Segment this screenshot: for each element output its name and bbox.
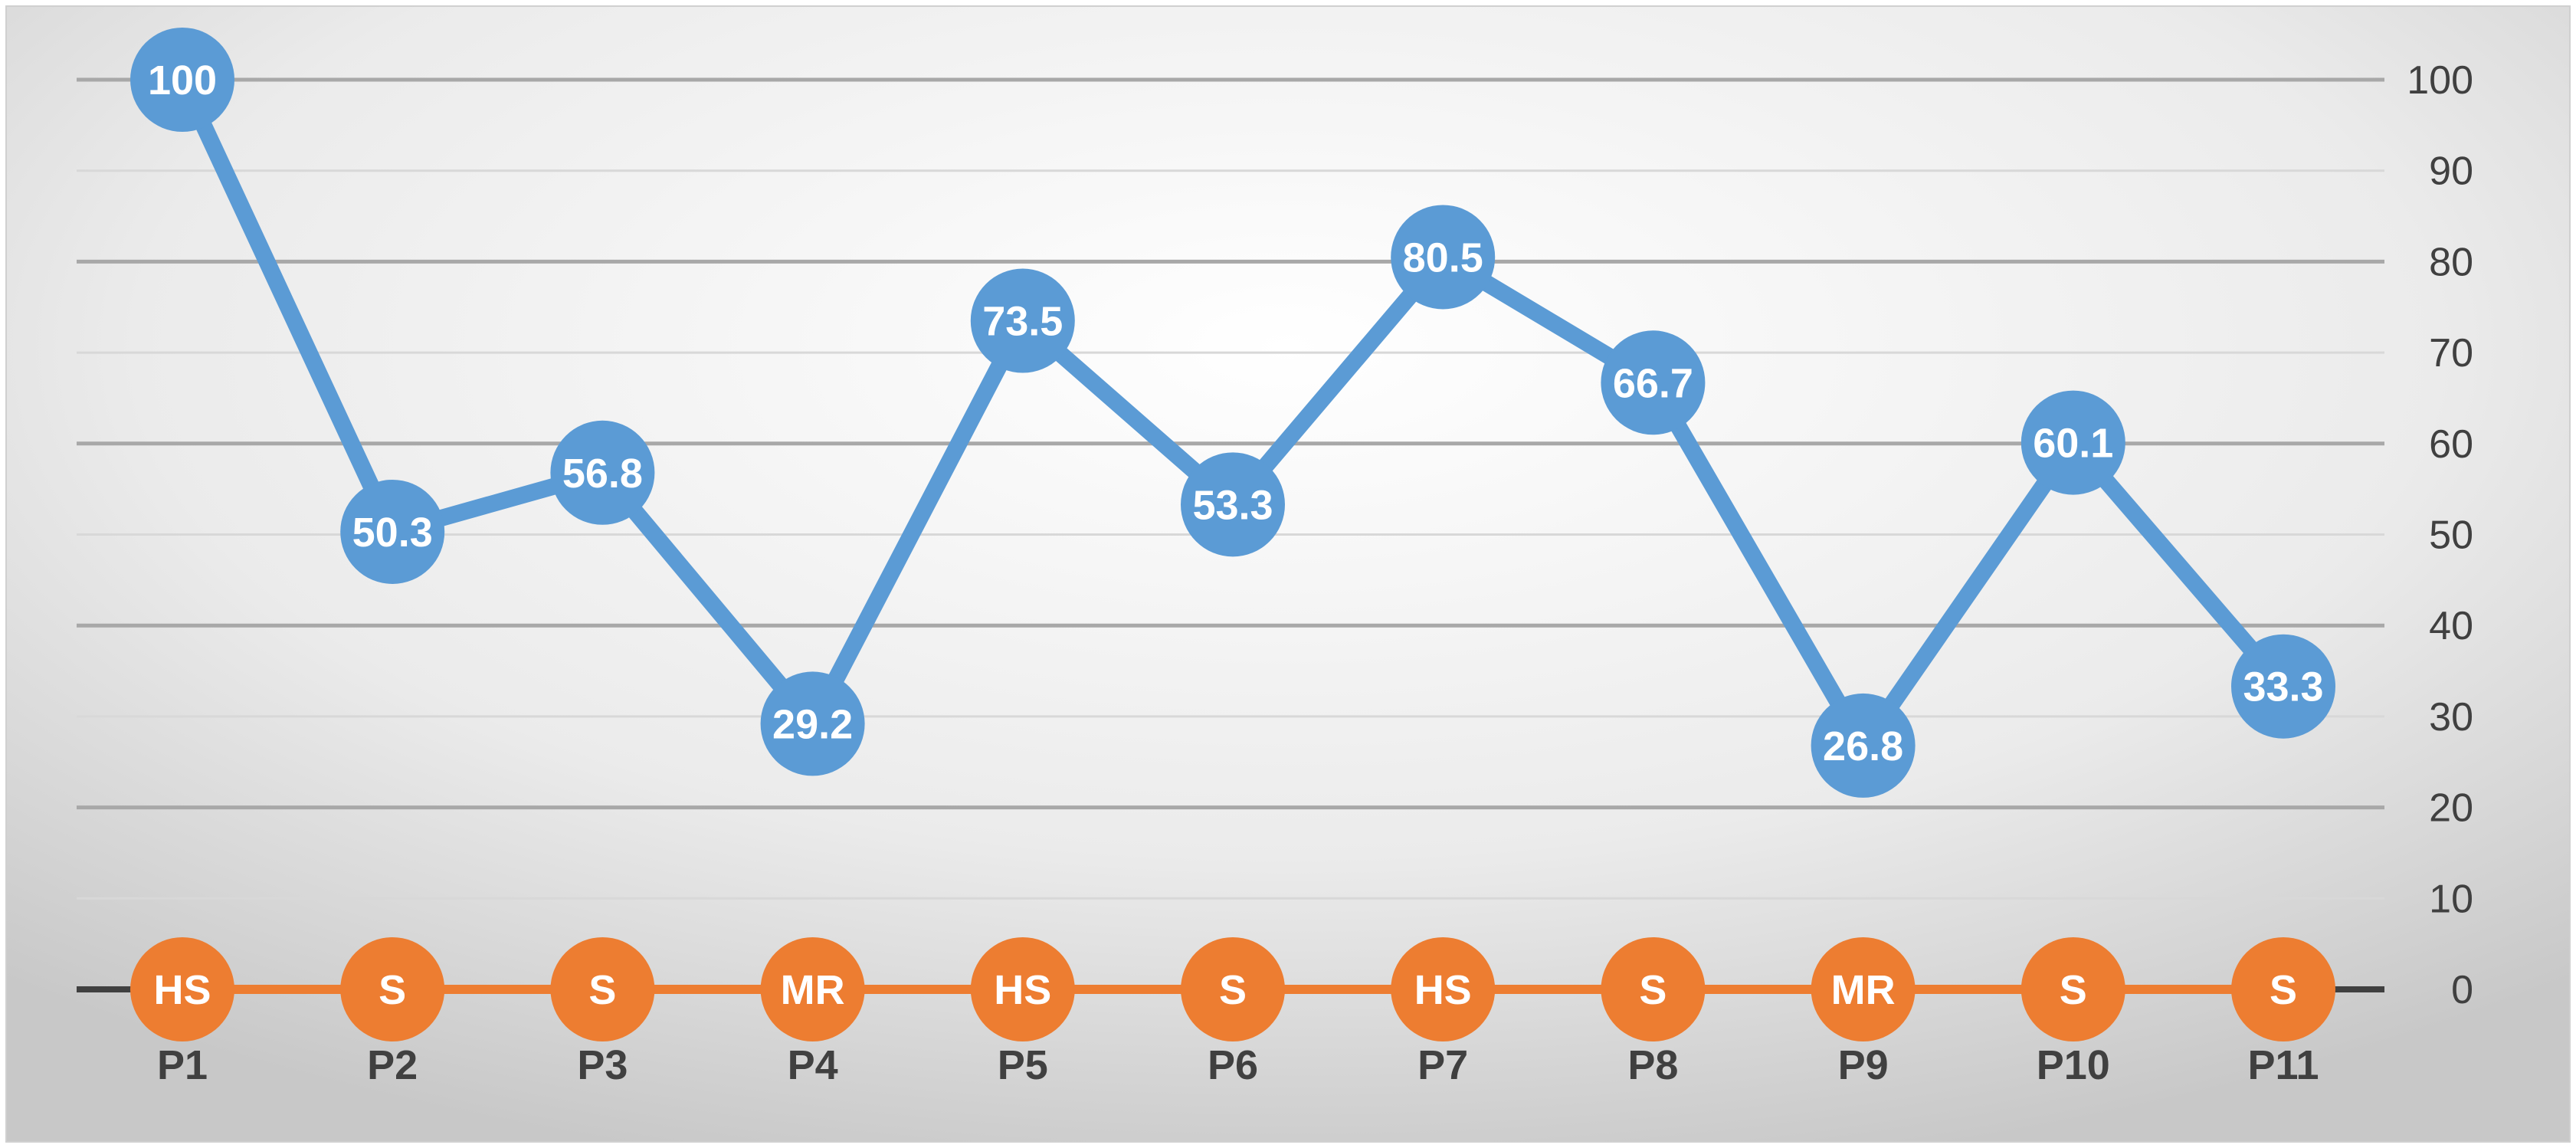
series-1-data-label-P8: 66.7 [1613,360,1693,406]
series-1-data-label-P5: 73.5 [982,299,1063,345]
series-1-data-label-P1: 100 [148,57,217,103]
series-2-point-P9 [1811,937,1916,1041]
series-2-point-P3 [550,937,655,1041]
series-2-data-label-P3: S [588,967,616,1013]
x-tick-label-P10: P10 [2037,1042,2110,1088]
series-1-data-label-P9: 26.8 [1823,723,1903,769]
y-tick-label-90: 90 [2429,149,2473,194]
series-2-point-P5 [970,937,1075,1041]
y-tick-label-50: 50 [2429,513,2473,558]
series-1-data-label-P7: 80.5 [1403,235,1483,280]
y-tick-label-10: 10 [2429,877,2473,921]
x-tick-label-P5: P5 [998,1042,1048,1088]
series-2-point-P11 [2231,937,2335,1041]
x-tick-label-P3: P3 [577,1042,628,1088]
series-2-point-P2 [340,937,445,1041]
x-tick-label-P11: P11 [2247,1042,2319,1088]
series-2-data-label-P9: MR [1831,967,1896,1013]
series-1-point-P9 [1811,693,1916,798]
series-group: HS S S MR HS S HS S MR S S 100 50.3 56.8 29.2 73.5 53.3 8… [130,28,2335,1041]
y-tick-label-80: 80 [2429,240,2473,284]
x-axis-labels: P1 P2 P3 P4 P5 P6 P7 P8 P9 P10 P11 [157,1042,2319,1088]
series-1-data-label-P10: 60.1 [2033,421,2113,467]
y-tick-label-70: 70 [2429,331,2473,376]
series-2-data-label-P7: HS [1414,967,1472,1013]
x-tick-label-P1: P1 [157,1042,208,1088]
series-1-data-label-P6: 53.3 [1192,482,1273,528]
y-tick-label-60: 60 [2429,422,2473,467]
series-1-point-P11 [2231,634,2335,739]
series-2-point-P7 [1391,937,1496,1041]
series-2: HS S S MR HS S HS S MR S S [130,937,2335,1041]
y-tick-label-100: 100 [2407,58,2473,103]
y-tick-label-30: 30 [2429,695,2473,740]
series-2-point-P10 [2020,937,2125,1041]
series-2-data-label-P6: S [1219,967,1247,1013]
series-1-point-P10 [2020,390,2125,495]
series-1-point-P4 [760,671,865,776]
series-2-data-label-P1: HS [153,967,211,1013]
series-2-data-label-P4: MR [781,967,845,1013]
series-1-data-label-P3: 56.8 [562,451,643,497]
series-2-point-P6 [1181,937,1285,1041]
y-tick-label-0: 0 [2451,968,2473,1012]
x-tick-label-P9: P9 [1838,1042,1889,1088]
y-axis-ticks: 0 10 20 30 40 50 60 70 80 90 100 [2407,58,2473,1012]
x-tick-label-P8: P8 [1627,1042,1678,1088]
series-1-point-P3 [550,420,655,525]
y-tick-label-20: 20 [2429,786,2473,831]
series-1-data-label-P2: 50.3 [352,510,433,556]
series-2-data-label-P5: HS [994,967,1051,1013]
series-1-data-label-P4: 29.2 [772,701,853,747]
series-1-point-P2 [340,479,445,584]
series-2-point-P4 [760,937,865,1041]
series-1-point-P5 [970,268,1075,373]
series-1-point-P7 [1391,205,1496,310]
y-tick-label-40: 40 [2429,604,2473,648]
series-1-point-P6 [1181,452,1285,557]
series-2-data-label-P11: S [2270,967,2297,1013]
series-1-point-P8 [1601,330,1706,435]
series-1: 100 50.3 56.8 29.2 73.5 53.3 80.5 66.7 26.8 60.1 3… [130,28,2335,798]
x-tick-label-P2: P2 [367,1042,418,1088]
series-1-data-label-P11: 33.3 [2243,664,2323,710]
series-1-point-P1 [130,28,234,132]
series-2-point-P1 [130,937,234,1041]
series-2-data-label-P8: S [1639,967,1667,1013]
series-2-point-P8 [1601,937,1706,1041]
x-tick-label-P4: P4 [788,1042,838,1088]
x-tick-label-P7: P7 [1417,1042,1468,1088]
plot-background [5,5,2571,1143]
series-2-data-label-P10: S [2060,967,2087,1013]
x-tick-label-P6: P6 [1208,1042,1258,1088]
series-2-data-label-P2: S [379,967,406,1013]
